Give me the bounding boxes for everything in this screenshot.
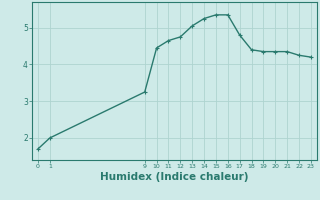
X-axis label: Humidex (Indice chaleur): Humidex (Indice chaleur) <box>100 172 249 182</box>
